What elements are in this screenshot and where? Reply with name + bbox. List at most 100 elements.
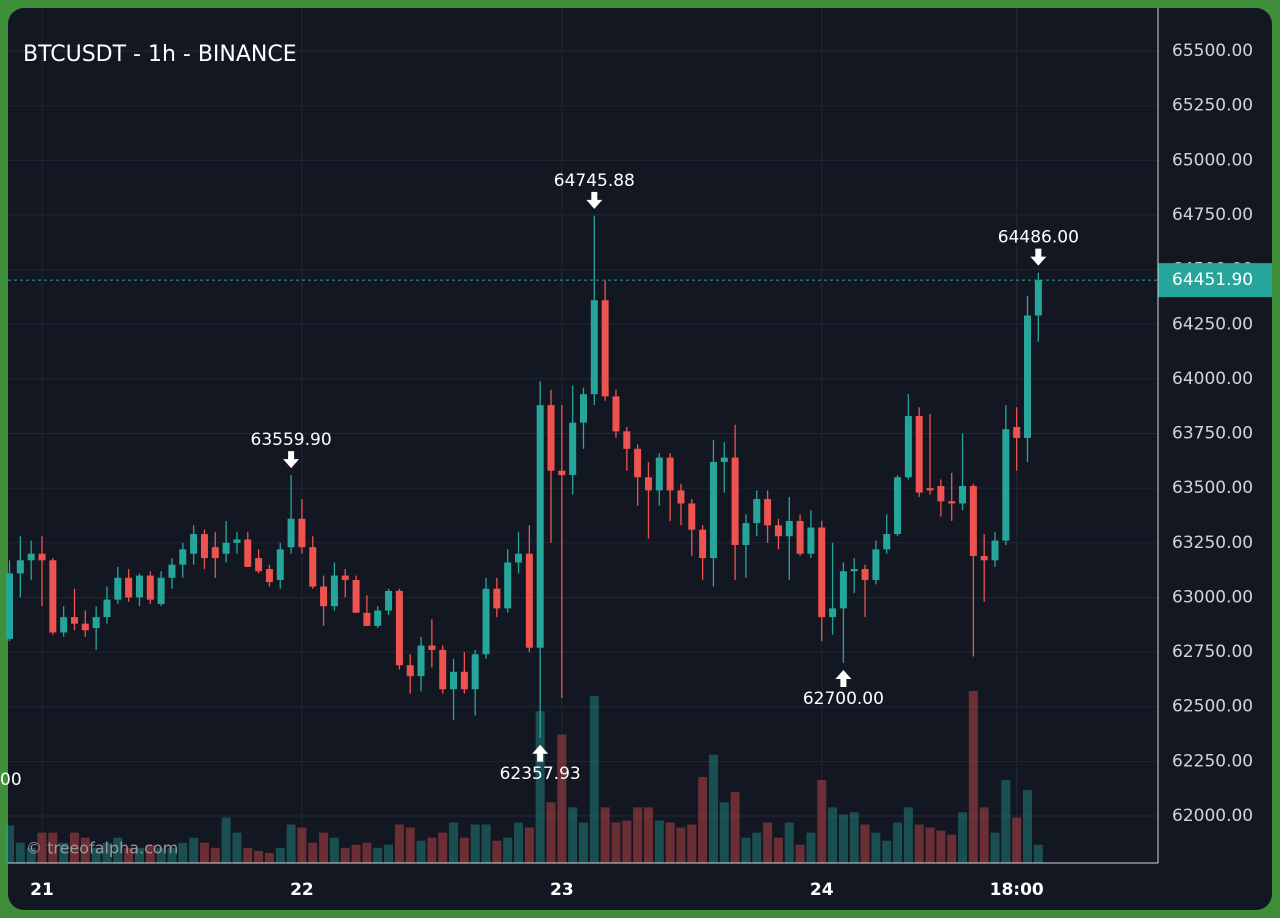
volume-bar — [156, 847, 166, 863]
volume-bar — [524, 827, 534, 863]
candle-body — [579, 394, 587, 423]
candle-body — [861, 569, 869, 580]
candle-body — [915, 416, 923, 493]
candle-body — [644, 477, 652, 491]
volume-bar — [795, 844, 805, 863]
candle-body — [839, 571, 847, 609]
volume-bar — [134, 847, 144, 863]
candle-body — [298, 518, 306, 548]
volume-bar — [557, 734, 567, 863]
volume-bar — [362, 842, 372, 863]
volume-bar — [958, 812, 968, 863]
y-tick-label: 65500.00 — [1172, 41, 1253, 61]
candle-body — [894, 477, 902, 535]
clipped-label: 00 — [0, 770, 22, 790]
candle-body — [6, 573, 14, 639]
candle-body — [980, 555, 988, 561]
volume-bar — [676, 827, 686, 863]
candle-body — [655, 457, 663, 491]
x-tick-label: 24 — [810, 880, 834, 900]
candle-body — [536, 405, 544, 648]
candle-body — [774, 525, 782, 537]
candle-body — [81, 623, 89, 631]
volume-bar — [979, 807, 989, 863]
volume-bar — [264, 852, 274, 863]
volume-bar — [199, 842, 209, 863]
volume-bar — [838, 814, 848, 863]
volume-bar — [578, 822, 588, 863]
candle-body — [720, 457, 728, 462]
volume-bar — [91, 847, 101, 863]
y-tick-label: 64750.00 — [1172, 205, 1253, 225]
candle-body — [969, 485, 977, 556]
candle-body — [807, 527, 815, 554]
candle-body — [385, 590, 393, 611]
volume-bar — [568, 807, 578, 863]
volume-bar — [416, 840, 426, 863]
volume-bar — [947, 834, 957, 863]
candle-body — [157, 577, 165, 605]
candle-body — [428, 645, 436, 650]
volume-bar — [882, 840, 892, 863]
annotation-arrow — [586, 191, 603, 209]
candle-body — [406, 665, 414, 677]
candle-body — [482, 588, 490, 655]
volume-bar — [329, 837, 339, 863]
candle-body — [547, 405, 555, 471]
x-tick-label: 21 — [30, 880, 54, 900]
candle-body — [590, 300, 598, 395]
volume-bar — [449, 822, 459, 863]
volume-bar — [914, 824, 924, 863]
volume-bar — [243, 847, 253, 863]
candle-body — [948, 501, 956, 504]
candle-body — [287, 518, 295, 548]
candle-body — [742, 523, 750, 545]
volume-bar — [849, 812, 859, 863]
chart-title: BTCUSDT - 1h - BINANCE — [23, 42, 297, 67]
candle-body — [60, 617, 68, 633]
volume-bar — [752, 832, 762, 863]
candle-body — [471, 654, 479, 690]
volume-bar — [719, 802, 729, 863]
volume-bar — [784, 822, 794, 863]
volume-bar — [102, 842, 112, 863]
volume-bar — [611, 822, 621, 863]
candle-body — [211, 547, 219, 559]
volume-bar — [860, 824, 870, 863]
volume-bar — [145, 844, 155, 863]
candle-body — [255, 558, 263, 572]
volume-bar — [210, 847, 220, 863]
candle-body — [1013, 426, 1021, 438]
candle-body — [222, 542, 230, 554]
volume-bar — [319, 832, 329, 863]
candle-body — [363, 612, 371, 626]
candle-body — [27, 553, 35, 561]
candle-body — [558, 470, 566, 476]
candle-body — [244, 539, 252, 567]
volume-bar — [80, 837, 90, 863]
candle-body — [16, 560, 24, 574]
candle-body — [460, 671, 468, 690]
y-tick-label: 64250.00 — [1172, 314, 1253, 334]
candle-body — [190, 534, 198, 554]
candle-body — [146, 575, 154, 600]
volume-bar — [708, 754, 718, 863]
volume-bar — [405, 827, 415, 863]
candle-body — [49, 560, 57, 633]
annotation-label: 63559.90 — [251, 430, 332, 450]
volume-bar — [654, 820, 664, 863]
volume-bar — [297, 827, 307, 863]
y-tick-label: 65250.00 — [1172, 96, 1253, 116]
volume-bar — [643, 807, 653, 863]
candle-body — [1024, 315, 1032, 438]
annotation-label: 62357.93 — [500, 764, 581, 784]
annotation-arrow — [835, 670, 852, 688]
candle-body — [38, 553, 46, 561]
candle-body — [1034, 280, 1042, 316]
volume-bar — [286, 824, 296, 863]
volume-bar — [373, 847, 383, 863]
volume-bar — [1012, 817, 1022, 863]
candle-body — [70, 617, 78, 624]
volume-bar — [308, 842, 318, 863]
candle-body — [352, 579, 360, 613]
